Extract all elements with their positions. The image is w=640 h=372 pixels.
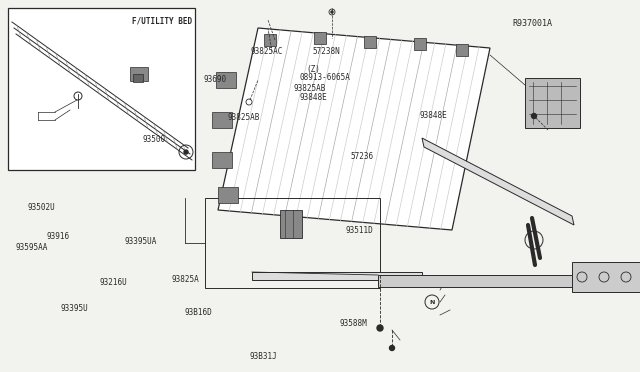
Bar	[133, 74, 143, 82]
Text: 93511D: 93511D	[346, 226, 373, 235]
Bar	[212, 112, 232, 128]
Text: 93825AB: 93825AB	[227, 113, 260, 122]
Text: 93595AA: 93595AA	[16, 243, 49, 252]
Bar	[414, 38, 426, 50]
Bar	[264, 34, 276, 46]
Polygon shape	[422, 138, 574, 225]
Bar	[572, 262, 640, 292]
Text: (Z): (Z)	[306, 65, 320, 74]
Text: 93395UA: 93395UA	[125, 237, 157, 246]
Text: 93825AB: 93825AB	[293, 84, 326, 93]
Text: 93848E: 93848E	[300, 93, 327, 102]
Circle shape	[331, 11, 333, 13]
Text: 57236: 57236	[351, 152, 374, 161]
Text: 93502U: 93502U	[28, 203, 55, 212]
Circle shape	[184, 150, 188, 154]
Bar	[314, 32, 326, 44]
Text: F/UTILITY BED: F/UTILITY BED	[132, 16, 192, 25]
Bar	[525, 78, 580, 128]
Text: 93848E: 93848E	[419, 111, 447, 120]
Bar	[216, 72, 236, 88]
Text: 93B31J: 93B31J	[250, 352, 277, 361]
Text: 93500: 93500	[142, 135, 165, 144]
Text: 93395U: 93395U	[61, 304, 88, 313]
Bar	[378, 275, 578, 287]
Bar	[212, 152, 232, 168]
Text: 93916: 93916	[47, 232, 70, 241]
Text: 93588M: 93588M	[339, 319, 367, 328]
Bar	[456, 44, 468, 56]
Text: 93B16D: 93B16D	[184, 308, 212, 317]
Text: 93216U: 93216U	[99, 278, 127, 287]
Text: 93825A: 93825A	[172, 275, 199, 283]
Text: N: N	[429, 299, 435, 305]
Bar	[218, 187, 238, 203]
Bar	[280, 210, 302, 238]
Bar	[252, 272, 422, 280]
Text: 08913-6065A: 08913-6065A	[300, 73, 350, 82]
Circle shape	[390, 346, 394, 350]
Bar	[205, 198, 380, 288]
Text: R937001A: R937001A	[512, 19, 552, 28]
Text: 93825AC: 93825AC	[251, 47, 284, 56]
Circle shape	[377, 325, 383, 331]
Bar	[8, 8, 195, 170]
Polygon shape	[218, 28, 490, 230]
Bar	[364, 36, 376, 48]
Circle shape	[531, 113, 536, 119]
Bar	[130, 67, 148, 81]
Text: 93690: 93690	[204, 76, 227, 84]
Text: 57238N: 57238N	[312, 47, 340, 56]
